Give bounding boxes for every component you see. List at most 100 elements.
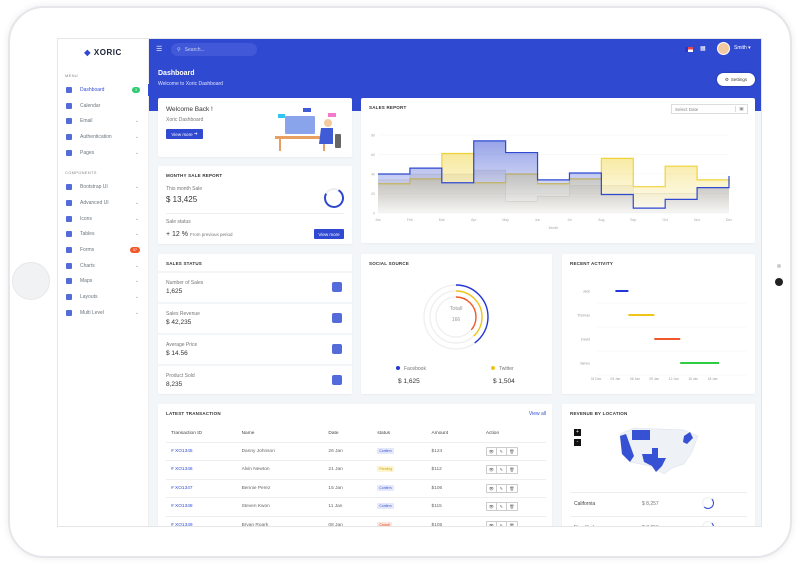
transaction-date: 15 Jan <box>328 485 343 491</box>
delete-icon[interactable]: 🗑 <box>509 504 515 510</box>
search-input[interactable]: ⚲ Search... <box>171 43 257 56</box>
user-menu[interactable]: Smith ▾ <box>734 45 751 51</box>
x-tick-label: 31 Dec <box>591 377 602 381</box>
view-icon[interactable]: 👁 <box>487 447 497 455</box>
sidebar-item-multi-level[interactable]: Multi Level ⌄ <box>58 305 148 321</box>
stat-label: Average Price <box>166 342 198 348</box>
sidebar-item-email[interactable]: Email ⌄ <box>58 113 148 129</box>
source-value: $ 1,625 <box>398 378 420 385</box>
monthly-view-more-button[interactable]: View more <box>314 229 344 239</box>
legend-dot <box>491 366 495 370</box>
authentication-icon <box>66 133 72 140</box>
sidebar-item-maps[interactable]: Maps ⌄ <box>58 274 148 290</box>
sidebar-item-authentication[interactable]: Authentication ⌄ <box>58 129 148 145</box>
home-button <box>12 262 50 300</box>
view-icon[interactable]: 👁 <box>487 484 497 492</box>
sidebar-item-calendar[interactable]: Calendar <box>58 98 148 114</box>
delete-icon[interactable]: 🗑 <box>509 522 515 527</box>
activity-bar <box>680 362 720 364</box>
x-tick-label: Feb <box>407 218 413 222</box>
menu-section-label: MENU <box>65 73 78 78</box>
settings-button[interactable]: ⚙ Settings <box>717 73 755 86</box>
social-source-card: SOCIAL SOURCE Totall 166 Facebook $ 1,625… <box>361 254 552 394</box>
logo[interactable]: ◆ XORIC <box>84 47 122 57</box>
apps-icon[interactable]: ▦ <box>700 46 706 52</box>
activity-bar <box>615 290 629 292</box>
sidebar-item-bootstrap-ui[interactable]: Bootstrap UI ⌄ <box>58 179 148 195</box>
layers-icon <box>332 282 342 292</box>
date-picker-input[interactable]: Select Date ▣ <box>671 104 748 114</box>
screen: ◆ XORIC MENU Dashboard 3 Calendar Email ⌄ Auth… <box>57 38 762 527</box>
revenue-by-location-card: REVENUE BY LOCATION + - California $ 8,25… <box>562 404 755 526</box>
edit-icon[interactable]: ✎ <box>497 484 507 492</box>
table-row: # XO1348 Steven Kwon 11 Jan Confirm $115 👁 ✎ 🗑 <box>166 497 546 517</box>
view-icon[interactable]: 👁 <box>487 466 497 474</box>
view-icon[interactable]: 👁 <box>487 503 497 511</box>
transaction-id-link[interactable]: # XO1347 <box>171 485 193 491</box>
column-header: Action <box>480 426 546 443</box>
y-tick-label: 0 <box>373 212 375 216</box>
activity-name: James <box>580 362 591 366</box>
edit-icon[interactable]: ✎ <box>497 447 507 455</box>
table-row: # XO1347 Bennie Perez 15 Jan Confirm $106 👁 ✎ 🗑 <box>166 479 546 498</box>
sales-status-row: Average Price $ 14.56 <box>158 333 352 363</box>
menu-toggle-icon[interactable]: ☰ <box>156 46 163 53</box>
view-icon[interactable]: 👁 <box>487 521 497 526</box>
sidebar-item-advanced-ui[interactable]: Advanced UI ⌄ <box>58 195 148 211</box>
transaction-id-link[interactable]: # XO1348 <box>171 504 193 510</box>
sidebar-item-charts[interactable]: Charts ⌄ <box>58 258 148 274</box>
ticket-icon <box>332 344 342 354</box>
this-month-value: $ 13,425 <box>166 195 198 204</box>
chevron-down-icon: ⌄ <box>134 215 139 222</box>
gear-icon: ⚙ <box>724 76 729 82</box>
transaction-amount: $105 <box>431 522 443 527</box>
edit-icon[interactable]: ✎ <box>497 521 507 526</box>
edit-icon[interactable]: ✎ <box>497 466 507 474</box>
bar-chart-icon <box>332 313 342 323</box>
transaction-id-link[interactable]: # XO1346 <box>171 467 193 473</box>
delete-icon[interactable]: 🗑 <box>509 485 515 491</box>
transaction-id-link[interactable]: # XO1349 <box>171 522 193 527</box>
sidebar-item-pages[interactable]: Pages ⌄ <box>58 145 148 161</box>
delete-icon[interactable]: 🗑 <box>509 448 515 454</box>
latest-transaction-card: LATEST TRANSACTION View all Transaction … <box>158 404 552 527</box>
sidebar-item-label: Authentication <box>80 133 112 140</box>
x-tick-label: Sep <box>630 218 636 222</box>
sidebar-item-layouts[interactable]: Layouts ⌄ <box>58 289 148 305</box>
calendar-icon[interactable]: ▣ <box>735 106 747 112</box>
stat-value: 1,625 <box>166 288 183 295</box>
ring-arc <box>429 290 483 344</box>
sidebar-item-dashboard[interactable]: Dashboard 3 <box>58 82 149 98</box>
view-all-link[interactable]: View all <box>528 411 546 417</box>
sidebar-item-label: Bootstrap UI <box>80 184 108 191</box>
avatar[interactable] <box>717 42 730 55</box>
welcome-view-more-button[interactable]: View more ➔ <box>166 129 203 139</box>
edit-icon[interactable]: ✎ <box>497 503 507 511</box>
sidebar-item-icons[interactable]: Icons ⌄ <box>58 211 148 227</box>
x-tick-label: 15 Jan <box>688 377 698 381</box>
series-area <box>378 140 729 213</box>
map-zoom-in-button[interactable]: + <box>574 429 581 436</box>
x-tick-label: Oct <box>662 218 667 222</box>
x-tick-label: Jan <box>375 218 381 222</box>
x-tick-label: Aug <box>598 218 604 222</box>
transactions-table: Transaction ID Name Date status Amount Action… <box>166 426 546 527</box>
customer-name: Danny Johnson <box>241 448 275 454</box>
card-title: LATEST TRANSACTION <box>166 411 221 416</box>
transaction-id-link[interactable]: # XO1345 <box>171 448 193 454</box>
developer-illustration <box>275 108 341 151</box>
recent-activity-timeline: Jack Thomas David James 31 Dec 03 Jan 06 Jan 09… <box>577 290 747 381</box>
activity-bar <box>628 314 655 316</box>
stat-value: $ 42,235 <box>166 319 192 326</box>
activity-bar <box>654 338 681 340</box>
sidebar-item-tables[interactable]: Tables ⌄ <box>58 227 148 243</box>
map-zoom-out-button[interactable]: - <box>574 439 581 446</box>
action-buttons: 👁 ✎ 🗑 <box>485 483 518 493</box>
card-title: SALES STATUS <box>166 261 202 266</box>
sales-report-chart: 0 20 40 60 80 Jan Feb Mar Apr May Jun Jul Aug Sep Oct N… <box>371 134 732 231</box>
flag-icon[interactable] <box>685 47 693 52</box>
ring-arc <box>423 284 489 350</box>
delete-icon[interactable]: 🗑 <box>509 467 515 473</box>
sidebar-item-forms[interactable]: Forms 07 <box>58 242 148 258</box>
table-row: # XO1345 Danny Johnson 26 Jan Confirm $124 👁 ✎… <box>166 442 546 461</box>
